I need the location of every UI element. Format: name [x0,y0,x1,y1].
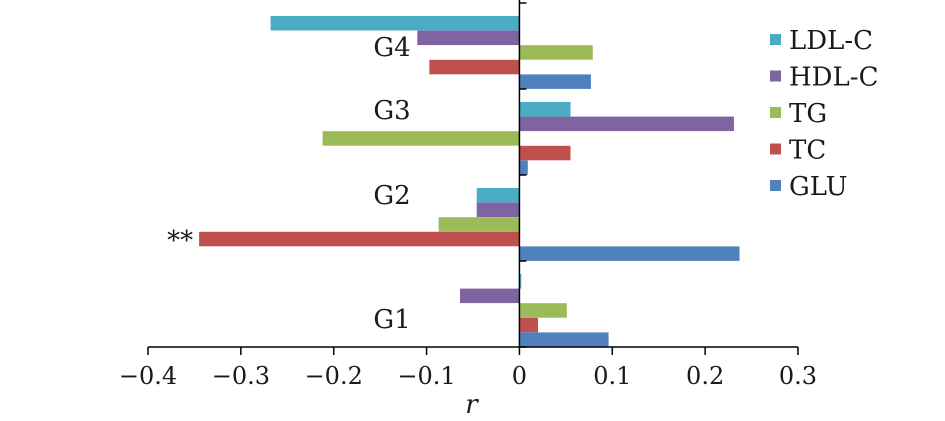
bar-g4-ldl-c [270,16,520,31]
group-label-g1: G1 [373,305,410,335]
group-label-g3: G3 [373,96,410,126]
x-tick-label: −0.3 [212,362,270,390]
legend-label-tc: TC [789,136,826,166]
group-labels: G1 G2 G3 G4 [373,33,410,335]
x-tick-label: 0.1 [593,362,631,390]
legend-swatch-tg [770,107,781,118]
bar-g3-ldl-c [519,102,571,117]
x-tick-label: −0.1 [397,362,455,390]
bar-g3-tg [322,131,520,146]
bar-g2-glu [519,246,740,261]
legend-label-glu: GLU [789,172,848,202]
x-tick-label: 0 [512,362,527,390]
group-label-g4: G4 [373,33,410,63]
bar-g2-ldl-c [476,188,520,203]
bar-g3-hdl-c [519,116,734,132]
bars-layer [199,16,740,347]
x-tick-label: 0.3 [779,362,817,390]
legend-label-hdl-c: HDL-C [789,63,878,93]
x-tick-label: −0.4 [119,362,177,390]
bar-g3-glu [519,160,528,175]
x-tick-label: 0.2 [686,362,724,390]
legend: LDL-C HDL-C TG TC GLU [770,26,878,202]
bar-g4-glu [519,74,591,89]
bar-g1-tg [519,303,567,318]
legend-swatch-glu [770,180,781,191]
significance-annotation: ** [167,226,193,256]
bar-g1-ldl-c [519,274,522,289]
legend-label-ldl-c: LDL-C [789,26,873,56]
bar-g4-tg [519,45,593,60]
bar-g2-hdl-c [476,202,520,218]
legend-swatch-ldl-c [770,34,781,45]
x-ticks: −0.4 −0.3 −0.2 −0.1 0 0.1 0.2 0.3 [119,347,817,390]
legend-swatch-tc [770,143,781,155]
legend-swatch-hdl-c [770,70,781,82]
bar-g3-tc [519,145,571,161]
bar-g2-tc [199,231,520,247]
x-tick-label: −0.2 [305,362,363,390]
bar-g4-hdl-c [417,30,520,46]
bar-g2-tg [438,217,520,232]
x-axis-title: r [465,390,479,420]
bar-g1-glu [519,332,609,347]
bar-g1-tc [519,317,538,333]
bar-g4-tc [429,59,520,75]
group-label-g2: G2 [373,181,410,211]
annotations: ** [167,226,193,256]
bar-g1-hdl-c [460,288,520,304]
legend-label-tg: TG [789,99,827,129]
